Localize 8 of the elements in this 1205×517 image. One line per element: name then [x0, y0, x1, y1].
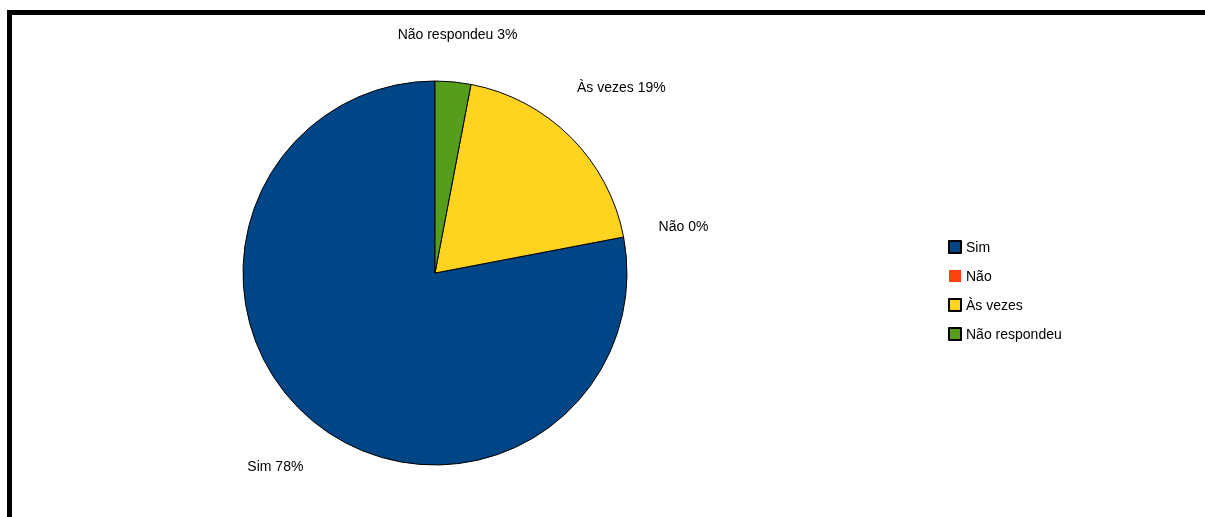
category-label: Sim 78%	[247, 457, 304, 474]
category-label: Às vezes 19%	[576, 78, 666, 95]
legend-label: Não respondeu	[966, 326, 1062, 342]
legend-label: Às vezes	[966, 297, 1023, 313]
category-label: Não 0%	[658, 217, 709, 234]
category-label: Não respondeu 3%	[397, 26, 518, 43]
legend-label: Sim	[966, 239, 991, 255]
legend-label: Não	[966, 268, 992, 284]
